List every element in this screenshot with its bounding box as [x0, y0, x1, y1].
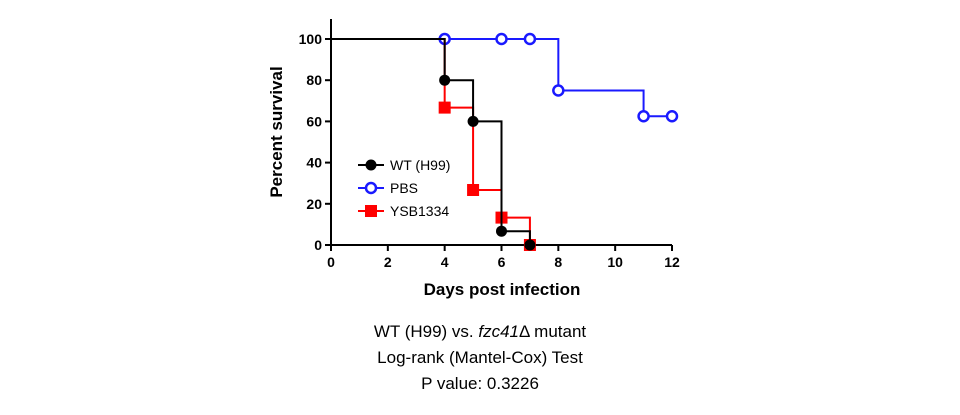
legend-label: WT (H99): [390, 157, 450, 173]
x-tick-label: 0: [327, 254, 335, 270]
series-ysb1334: [331, 38, 536, 251]
y-tick-label: 40: [306, 155, 322, 171]
legend-marker: [365, 159, 377, 171]
y-tick-label: 100: [299, 31, 323, 47]
series-pbs: [331, 32, 679, 123]
data-point: [552, 84, 565, 97]
x-tick-label: 6: [498, 254, 506, 270]
x-tick-label: 8: [554, 254, 562, 270]
data-point: [524, 239, 536, 251]
caption-comparison: WT (H99) vs. fzc41Δ mutant: [0, 322, 960, 342]
y-axis-label: Percent survival: [267, 66, 286, 197]
x-axis-label: Days post infection: [424, 280, 581, 299]
x-tick-label: 12: [664, 254, 680, 270]
y-tick-label: 80: [306, 72, 322, 88]
y-tick-label: 60: [306, 113, 322, 129]
legend-label: YSB1334: [390, 203, 449, 219]
caption-test: Log-rank (Mantel-Cox) Test: [377, 348, 583, 367]
data-point: [439, 74, 451, 86]
caption-pvalue: P value: 0.3226: [421, 374, 539, 393]
data-point: [467, 183, 480, 196]
y-tick-label: 0: [314, 237, 322, 253]
legend-marker: [365, 205, 377, 217]
data-point: [496, 225, 507, 237]
data-point: [495, 32, 508, 46]
x-tick-label: 10: [607, 254, 623, 270]
axes: 0 20 40 60 80 100 0 2 4 6 8 10 12: [299, 19, 680, 270]
legend-label: PBS: [390, 180, 418, 196]
caption-gene-name: fzc41: [478, 322, 520, 341]
survival-step-line: [331, 38, 672, 118]
x-tick-label: 2: [384, 254, 392, 270]
data-point: [523, 32, 537, 46]
legend-marker: [364, 181, 378, 195]
data-point: [637, 110, 650, 123]
x-tick-label: 4: [441, 254, 449, 270]
caption-comparison-suffix: Δ mutant: [519, 322, 587, 341]
data-point: [665, 110, 679, 123]
series-wt-h99: [331, 38, 536, 251]
caption-comparison-prefix: WT (H99) vs.: [373, 322, 479, 341]
legend: WT (H99) PBS YSB1334: [358, 157, 450, 219]
y-tick-label: 20: [306, 196, 322, 212]
series-layer: [331, 32, 679, 251]
data-point: [467, 115, 479, 127]
data-point: [438, 101, 451, 114]
